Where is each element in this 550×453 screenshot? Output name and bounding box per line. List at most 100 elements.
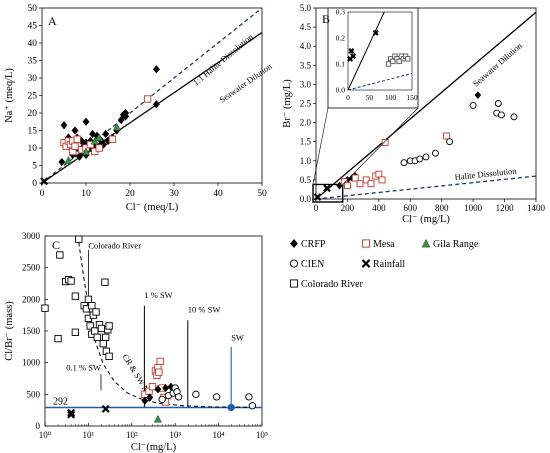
series-rainfall-b	[313, 184, 331, 201]
point-cien	[192, 390, 200, 398]
panel-letter-c: C	[52, 238, 60, 252]
point-colorado-river	[92, 308, 100, 316]
colorado-river-label: Colorado River	[88, 241, 141, 251]
point-colorado-river	[86, 322, 94, 330]
point-colorado-river	[99, 340, 107, 348]
inset-point-cien	[385, 61, 392, 67]
point-mesa	[351, 174, 359, 182]
panel-c: 10⁰ 10¹ 10² 10³ 10⁴ 10⁵ 0 500 1000 1500 2000 2500 30…	[4, 231, 268, 453]
inset-line-seawater-dilution	[347, 11, 385, 91]
point-colorado-river	[84, 295, 93, 303]
inset-y-tick-label: 0.1	[336, 60, 346, 69]
y-tick-label-a: 40	[28, 39, 38, 49]
inset-x-tick-label: 100	[385, 93, 397, 102]
halite-dissolution-label-b: Halite Dissolution	[454, 165, 518, 182]
y-tick-label-c: 2000	[22, 294, 41, 304]
y-tick-label-b: 2.5	[300, 99, 312, 109]
series-rainfall-a	[40, 177, 49, 186]
1-sw-label: 1 % SW	[144, 290, 172, 300]
point-colorado-river	[71, 292, 79, 300]
point-cien	[174, 393, 183, 401]
series-mesa-b	[340, 132, 450, 190]
point-mesa	[148, 383, 157, 391]
y-tick-label-c: 2500	[22, 263, 41, 273]
series-mesa-a	[60, 95, 152, 156]
legend-label-crfp: CRFP	[301, 239, 326, 250]
y-tick-label-a: 20	[28, 109, 38, 119]
point-colorado-river	[41, 304, 49, 312]
y-tick-label-b: 4.0	[300, 41, 312, 51]
point-colorado-river	[56, 251, 64, 259]
zoom-box-b	[312, 183, 344, 203]
point-mesa	[356, 180, 364, 188]
legend: CRFP Mesa Gila Range CIEN Rainfall Colorado R…	[289, 238, 479, 290]
point-mesa	[367, 180, 375, 188]
sw-label: SW	[231, 333, 244, 343]
x-tick-label-a: 30	[169, 189, 179, 199]
point-cien	[245, 393, 253, 401]
x-tick-label-b: 0	[314, 203, 319, 213]
inset-x-tick-label: 0	[346, 93, 350, 102]
y-axis-label-a: Na⁺ (meq/L)	[4, 68, 15, 123]
point-mesa	[442, 132, 450, 140]
x-tick-label-b: 800	[435, 203, 449, 213]
point-gila-range	[64, 156, 73, 164]
point-sw	[227, 403, 235, 412]
x-tick-label-a: 0	[40, 189, 45, 199]
point-colorado-river	[88, 302, 96, 310]
point-crfp	[82, 117, 90, 126]
x-axis-label-c: Cl⁻(mg/L)	[131, 442, 177, 453]
series-rainfall-c	[67, 404, 110, 419]
point-cien	[400, 159, 408, 167]
y-tick-label-a: 45	[28, 22, 38, 32]
y-tick-label-c: 1500	[22, 326, 41, 336]
point-colorado-river	[102, 333, 110, 341]
x-tick-label-b: 1400	[527, 203, 546, 213]
y-tick-label-a: 0	[32, 179, 37, 189]
inset-connector	[342, 107, 419, 185]
point-cien	[469, 101, 477, 109]
mixing-curve	[78, 242, 253, 408]
point-cien	[510, 113, 518, 121]
line-seawater-dilution-b	[315, 11, 537, 200]
legend-label-gila-range: Gila Range	[433, 239, 479, 250]
legend-label-cien: CIEN	[301, 259, 324, 270]
point-colorado-river	[105, 322, 113, 330]
10-sw-label: 10 % SW	[188, 305, 221, 315]
point-gila-range	[112, 122, 121, 131]
inset-y-tick-label: 0.0	[336, 86, 346, 95]
y-tick-label-a: 5	[32, 162, 37, 172]
0-1-sw-label: 0.1 % SW	[66, 362, 101, 372]
y-tick-label-c: 500	[27, 389, 41, 399]
point-colorado-river	[105, 352, 113, 360]
point-colorado-river	[54, 334, 62, 343]
point-colorado-river	[71, 328, 79, 336]
x-tick-label-c: 10¹	[83, 430, 95, 440]
point-crfp	[122, 112, 130, 121]
point-rainfall	[67, 408, 76, 417]
point-gila-range	[153, 414, 162, 423]
inset-point-rainfall	[348, 48, 355, 54]
point-colorado-river	[93, 333, 101, 341]
series-cien-c	[158, 384, 257, 410]
legend-item-crfp: CRFP	[290, 238, 326, 250]
y-tick-label-c: 0	[36, 421, 41, 431]
x-tick-label-c: 10²	[126, 430, 138, 440]
point-mesa	[143, 95, 152, 103]
legend-marker-colorado-river	[289, 279, 299, 288]
legend-item-colorado-river: Colorado River	[289, 279, 364, 290]
y-tick-label-a: 10	[28, 144, 38, 154]
hline-label: 292	[53, 397, 68, 408]
inset-point-cien	[396, 58, 402, 65]
point-cien	[494, 100, 502, 107]
y-tick-label-b: 1.0	[300, 156, 312, 166]
point-mesa	[71, 142, 79, 150]
point-mesa	[362, 176, 370, 184]
point-crfp	[146, 393, 154, 402]
y-axis-label-c: Cl/Br⁻ (mass)	[4, 301, 15, 361]
point-gila-range	[81, 147, 91, 155]
inset-x-tick-label: 50	[366, 93, 374, 102]
point-gila-range	[95, 133, 104, 141]
